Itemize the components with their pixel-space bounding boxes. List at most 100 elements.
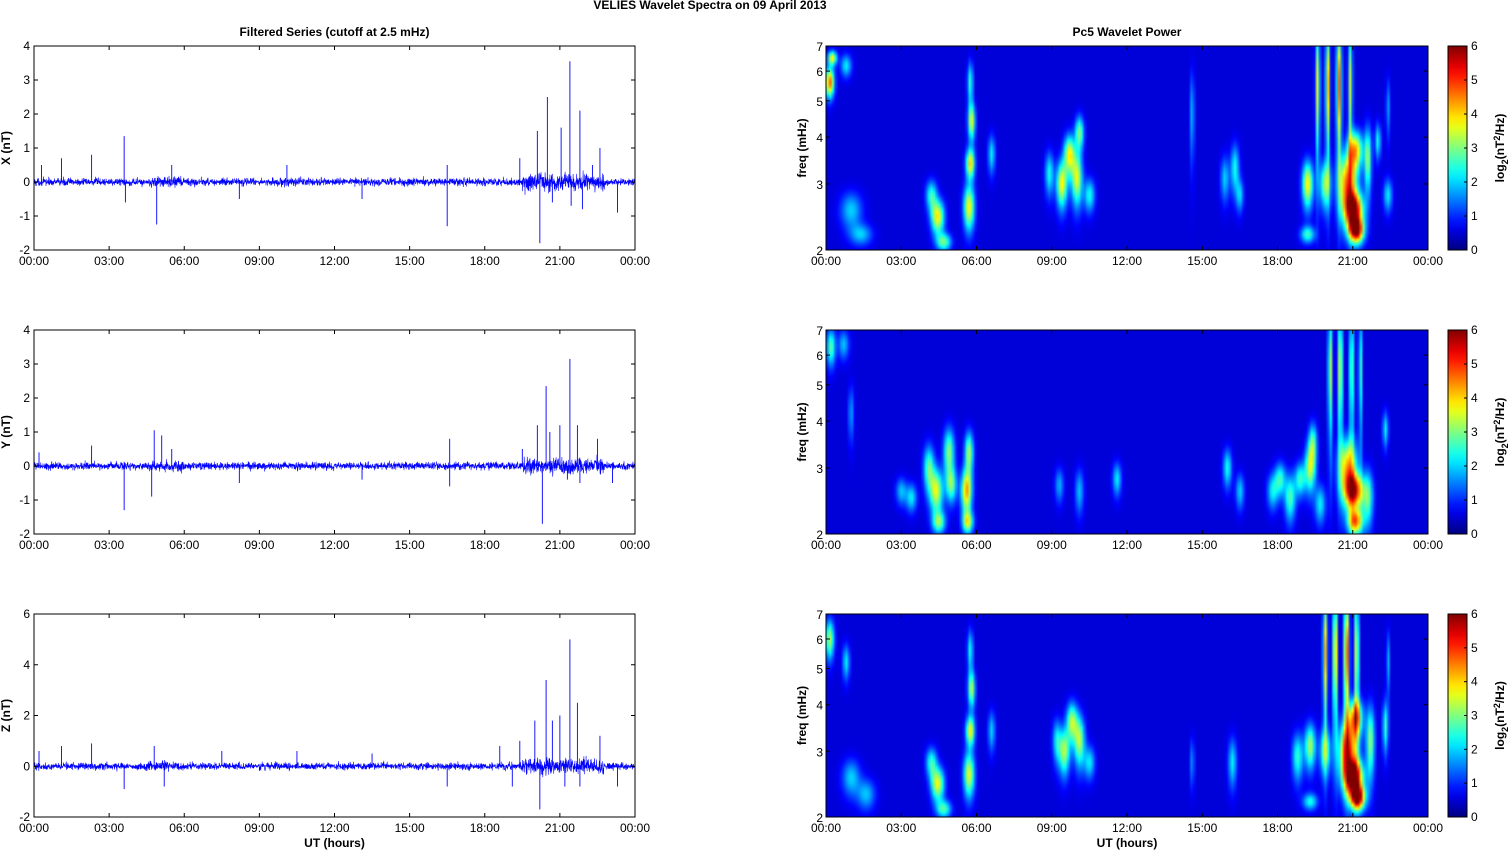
colorbar-tick-label: 5 (1471, 641, 1478, 655)
y-tick-label: 3 (23, 357, 30, 371)
wavelet-power-image (826, 46, 1428, 250)
y-tick-label: 3 (23, 73, 30, 87)
x-tick-label: 00:00 (811, 821, 841, 835)
x-tick-label: 21:00 (545, 821, 575, 835)
colorbar-label-part: log (1493, 164, 1507, 182)
y-axis-label: freq (mHz) (795, 402, 809, 461)
x-tick-label: 12:00 (1112, 254, 1142, 268)
x-tick-label: 12:00 (1112, 821, 1142, 835)
y-tick-label: 1 (23, 425, 30, 439)
colorbar-tick-label: 4 (1471, 675, 1478, 689)
y-tick-label: 6 (816, 633, 823, 647)
y-tick-label: 4 (23, 658, 30, 672)
x-tick-label: 09:00 (1037, 538, 1067, 552)
y-tick-label: 6 (816, 65, 823, 79)
colorbar-label-part: /Hz) (1493, 114, 1507, 136)
x-tick-label: 21:00 (545, 254, 575, 268)
x-tick-label: 00:00 (811, 254, 841, 268)
x-axis-label: UT (hours) (1097, 836, 1158, 850)
y-tick-label: 7 (816, 40, 823, 54)
panel-title: Filtered Series (cutoff at 2.5 mHz) (239, 25, 429, 39)
colorbar-label-part: (nT (1493, 140, 1507, 159)
x-tick-label: 03:00 (94, 821, 124, 835)
x-tick-label: 03:00 (886, 821, 916, 835)
wavelet-power-image (826, 330, 1428, 534)
colorbar-label-part: (nT (1493, 424, 1507, 443)
y-tick-label: 2 (816, 244, 823, 258)
y-tick-label: 2 (816, 528, 823, 542)
wavelet-power-image (826, 614, 1428, 817)
colorbar-label-part: 2 (1500, 159, 1510, 164)
colorbar-label-part: /Hz) (1493, 398, 1507, 420)
colorbar-tick-label: 0 (1471, 810, 1478, 824)
x-tick-label: 03:00 (94, 538, 124, 552)
colorbar-tick-label: 6 (1471, 607, 1478, 621)
x-tick-label: 18:00 (470, 538, 500, 552)
colorbar-tick-label: 3 (1471, 425, 1478, 439)
x-tick-label: 06:00 (961, 821, 991, 835)
x-tick-label: 09:00 (244, 821, 274, 835)
x-tick-label: 15:00 (395, 821, 425, 835)
panel-z-power: 2 3 4 5 6 7 00:00 03:00 06:00 09:00 12:00 15:00 18:0… (795, 607, 1510, 850)
y-tick-label: 4 (23, 323, 30, 337)
plot-area (34, 614, 635, 817)
panel-z-series: -2 0 2 4 6 00:00 03:00 06:00 09:00 12:00 15:00 18:0… (0, 607, 650, 850)
x-tick-label: 15:00 (1187, 821, 1217, 835)
x-tick-label: 00:00 (811, 538, 841, 552)
x-tick-label: 06:00 (961, 254, 991, 268)
x-tick-label: 03:00 (94, 254, 124, 268)
colorbar-tick-label: 3 (1471, 141, 1478, 155)
y-tick-label: 0 (23, 175, 30, 189)
colorbar-tick-label: 2 (1471, 459, 1478, 473)
x-tick-label: 09:00 (244, 254, 274, 268)
colorbar-tick-label: 0 (1471, 527, 1478, 541)
x-tick-label: 12:00 (319, 254, 349, 268)
x-tick-label: 09:00 (1037, 821, 1067, 835)
x-tick-label: 00:00 (19, 538, 49, 552)
x-tick-label: 15:00 (1187, 254, 1217, 268)
y-tick-label: 0 (23, 759, 30, 773)
y-tick-label: -2 (19, 243, 30, 257)
y-axis-label: Z (nT) (0, 699, 13, 732)
x-tick-label: 18:00 (1262, 538, 1292, 552)
y-tick-label: 7 (816, 608, 823, 622)
x-tick-label: 00:00 (1413, 254, 1443, 268)
colorbar-label-part: 2 (1500, 727, 1510, 732)
plot-area (34, 46, 635, 250)
y-tick-label: 2 (23, 391, 30, 405)
x-tick-label: 06:00 (961, 538, 991, 552)
y-tick-label: 0 (23, 459, 30, 473)
colorbar-tick-label: 5 (1471, 357, 1478, 371)
colorbar-tick-label: 6 (1471, 39, 1478, 53)
y-tick-label: 7 (816, 324, 823, 338)
y-axis-label: X (nT) (0, 131, 13, 165)
colorbar-label: log2(nT2/Hz) (1492, 114, 1510, 183)
colorbar-tick-label: 1 (1471, 776, 1478, 790)
x-tick-label: 21:00 (1338, 538, 1368, 552)
x-tick-label: 18:00 (470, 254, 500, 268)
y-axis-label: Y (nT) (0, 415, 13, 449)
x-axis-label: UT (hours) (304, 836, 365, 850)
x-tick-label: 15:00 (1187, 538, 1217, 552)
x-tick-label: 06:00 (169, 538, 199, 552)
y-tick-label: 5 (816, 663, 823, 677)
colorbar-label-part: (nT (1493, 708, 1507, 727)
x-tick-label: 21:00 (1338, 821, 1368, 835)
colorbar-tick-label: 1 (1471, 493, 1478, 507)
series-line (33, 170, 636, 195)
colorbar-tick-label: 1 (1471, 209, 1478, 223)
panel-y-power: 2 3 4 5 6 7 00:00 03:00 06:00 09:00 12:00 15:00 18:0… (795, 323, 1510, 552)
y-tick-label: 4 (816, 131, 823, 145)
x-tick-label: 03:00 (886, 254, 916, 268)
y-axis-label: freq (mHz) (795, 118, 809, 177)
y-tick-label: 6 (23, 607, 30, 621)
y-tick-label: -2 (19, 527, 30, 541)
x-tick-label: 09:00 (1037, 254, 1067, 268)
figure-title: VELIES Wavelet Spectra on 09 April 2013 (593, 0, 827, 12)
y-tick-label: 2 (23, 107, 30, 121)
colorbar-tick-label: 3 (1471, 709, 1478, 723)
colorbar-tick-label: 5 (1471, 73, 1478, 87)
y-tick-label: 3 (816, 178, 823, 192)
y-tick-label: -1 (19, 209, 30, 223)
x-tick-label: 15:00 (395, 538, 425, 552)
